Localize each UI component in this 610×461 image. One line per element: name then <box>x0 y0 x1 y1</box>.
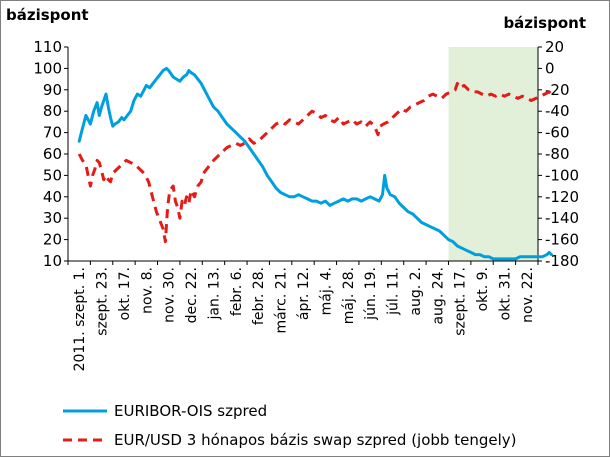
right-tick-label: -20 <box>545 81 570 99</box>
right-tick-label: 20 <box>545 38 564 56</box>
x-tick-label: nov. 30. <box>162 267 178 323</box>
left-axis-title: bázispont <box>6 6 89 24</box>
x-tick-label: aug. 24. <box>430 267 446 325</box>
x-tick-label: jan. 13. <box>206 267 222 321</box>
left-tick-label: 50 <box>43 166 62 184</box>
right-tick-label: -160 <box>545 231 579 249</box>
x-tick-label: szept. 23. <box>95 267 111 336</box>
basis-swap-line <box>77 81 553 244</box>
x-tick-label: júl. 11. <box>386 267 402 316</box>
x-tick-label: máj. 28. <box>341 267 357 324</box>
x-tick-label: 2011. szept. 1. <box>72 267 88 371</box>
right-tick-label: 0 <box>545 59 555 77</box>
x-tick-label: szept. 17. <box>453 267 469 336</box>
x-tick-label: febr. 6. <box>229 267 245 316</box>
euribor-ois-line <box>77 66 553 261</box>
left-tick-label: 40 <box>43 188 62 206</box>
x-tick-label: okt. 9. <box>475 267 491 311</box>
right-axis-title: bázispont <box>503 14 586 32</box>
right-tick-label: -100 <box>545 166 579 184</box>
right-tick-label: -140 <box>545 209 579 227</box>
legend-label-euribor: EURIBOR-OIS szpred <box>114 402 267 420</box>
x-tick-label: febr. 28. <box>251 267 267 325</box>
right-tick-label: -180 <box>545 252 579 270</box>
left-tick-label: 60 <box>43 145 62 163</box>
legend-label-swap: EUR/USD 3 hónapos bázis swap szpred (job… <box>114 431 516 449</box>
right-tick-label: -80 <box>545 145 570 163</box>
left-tick-label: 110 <box>33 38 62 56</box>
x-tick-label: ápr. 12. <box>296 267 312 320</box>
x-tick-label: aug. 2. <box>408 267 424 316</box>
left-tick-label: 30 <box>43 209 62 227</box>
x-tick-label: okt. 17. <box>117 267 133 320</box>
x-tick-label: dec. 22. <box>184 267 200 323</box>
x-tick-label: jún. 19. <box>363 267 379 321</box>
right-tick-label: -120 <box>545 188 579 206</box>
right-tick-label: -60 <box>545 124 570 142</box>
right-tick-label: -40 <box>545 102 570 120</box>
left-tick-label: 10 <box>43 252 62 270</box>
left-tick-label: 80 <box>43 102 62 120</box>
x-tick-label: nov. 22. <box>520 267 536 323</box>
x-tick-label: márc. 21. <box>274 267 290 334</box>
x-tick-label: nov. 8. <box>139 267 155 314</box>
x-tick-label: okt. 31. <box>497 267 513 320</box>
left-tick-label: 20 <box>43 231 62 249</box>
x-tick-label: máj. 4. <box>318 267 334 315</box>
left-tick-label: 90 <box>43 81 62 99</box>
left-tick-label: 100 <box>33 59 62 77</box>
left-tick-label: 70 <box>43 124 62 142</box>
highlight-period <box>448 47 538 261</box>
